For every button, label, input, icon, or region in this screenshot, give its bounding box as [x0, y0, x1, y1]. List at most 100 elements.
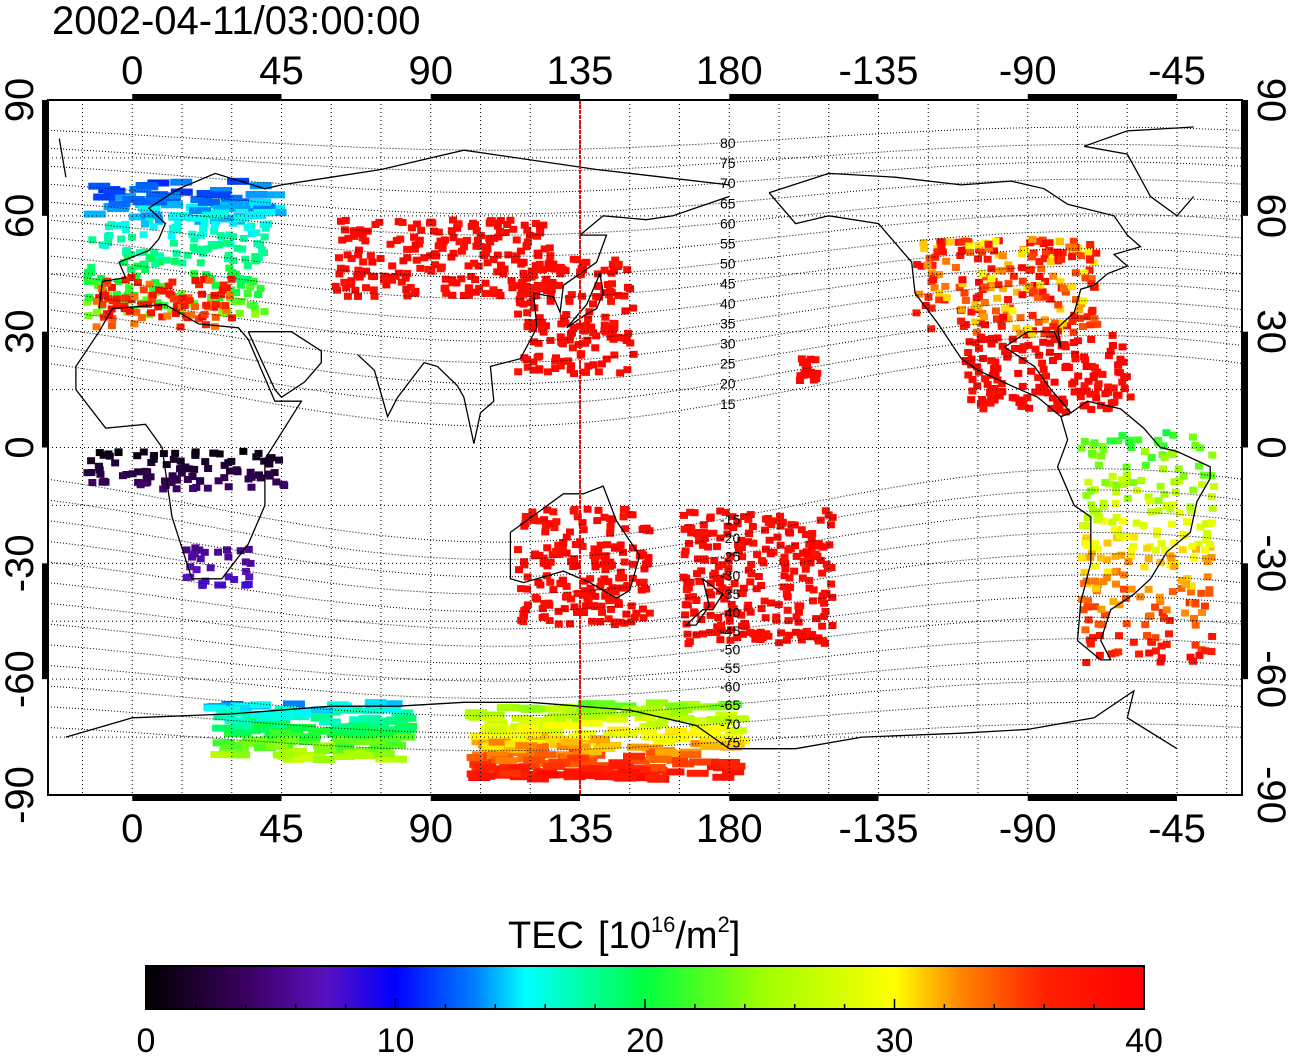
tec-cell — [1049, 254, 1058, 262]
tec-cell — [786, 583, 795, 591]
tec-cell — [1096, 401, 1105, 409]
tec-cell — [1031, 345, 1040, 353]
tec-cell — [476, 232, 485, 240]
tec-cell — [1016, 314, 1025, 322]
tec-cell — [609, 265, 618, 273]
tec-cell — [930, 272, 939, 280]
tec-cell — [1152, 531, 1161, 539]
tec-cell — [472, 227, 481, 235]
tec-cell — [783, 606, 792, 614]
tec-cell — [87, 457, 96, 465]
tec-cell — [555, 281, 564, 289]
tec-cell — [1130, 533, 1139, 541]
tec-cell — [340, 226, 349, 234]
tec-cell — [447, 253, 456, 261]
tec-cell — [574, 340, 583, 348]
tec-cell — [514, 566, 523, 574]
tec-cell — [1034, 294, 1043, 302]
tec-cell — [1124, 558, 1133, 566]
tec-cell — [684, 593, 693, 601]
tec-cell — [210, 751, 233, 759]
tec-cell — [121, 276, 130, 284]
tec-cell — [312, 755, 335, 763]
frame-bar-left — [42, 563, 48, 680]
tec-cell — [325, 726, 348, 734]
tec-cell — [707, 724, 730, 732]
tec-cell — [814, 635, 823, 643]
tec-cell — [979, 313, 988, 321]
tec-cell — [1040, 255, 1049, 263]
tec-cell — [580, 577, 589, 585]
tec-cell — [727, 600, 736, 608]
tec-cell — [326, 730, 349, 738]
tec-cell — [519, 269, 528, 277]
tec-cell — [199, 228, 208, 236]
tec-cell — [501, 229, 510, 237]
tec-cell — [177, 290, 186, 298]
mlat-label: 50 — [720, 255, 736, 271]
tec-cell — [987, 265, 996, 273]
tec-cell — [245, 573, 254, 581]
tec-cell — [518, 717, 541, 725]
tec-cell — [509, 225, 518, 233]
tec-cell — [515, 742, 538, 750]
tec-cell — [227, 286, 236, 294]
tec-cell — [616, 618, 625, 626]
mlat-contour — [47, 265, 1243, 321]
tec-cell — [498, 769, 521, 777]
tec-cell — [1082, 363, 1091, 371]
coastlines — [58, 126, 1211, 750]
tec-cell — [536, 229, 545, 237]
tec-cell — [1114, 648, 1123, 656]
tec-cell — [1126, 393, 1135, 401]
tec-cell — [161, 481, 170, 489]
tec-cell — [491, 732, 514, 740]
tec-cell — [662, 768, 685, 776]
tec-cell — [495, 757, 518, 765]
tec-cell — [627, 756, 650, 764]
tec-cell — [1090, 540, 1099, 548]
tec-cell — [1162, 606, 1171, 614]
tec-cell — [1117, 551, 1126, 559]
colorbar-label: 20 — [626, 1022, 664, 1057]
tec-cell — [507, 277, 516, 285]
tec-cell — [690, 509, 699, 517]
tec-cell — [516, 247, 525, 255]
tec-cell — [632, 609, 641, 617]
tec-cell — [593, 270, 602, 278]
tec-cell — [1157, 540, 1166, 548]
tec-cell — [343, 749, 366, 757]
tec-cell — [810, 552, 819, 560]
tec-cell — [723, 530, 732, 538]
tec-cell — [220, 741, 243, 749]
mlat-label: 70 — [720, 175, 736, 191]
tec-cell — [656, 735, 679, 743]
tec-cell — [1161, 546, 1170, 554]
tec-cell — [355, 273, 364, 281]
tec-cell — [254, 471, 263, 479]
tec-cell — [1187, 582, 1196, 590]
tec-cell — [195, 281, 204, 289]
tec-cell — [1091, 585, 1100, 593]
tec-cell — [568, 344, 577, 352]
tec-cell — [683, 601, 692, 609]
tec-cell — [1056, 305, 1065, 313]
lon-label-top: -90 — [999, 49, 1057, 93]
tec-cell — [573, 739, 596, 747]
tec-cell — [1144, 493, 1153, 501]
mlat-label: 80 — [720, 135, 736, 151]
tec-cell — [570, 603, 579, 611]
tec-cell — [664, 727, 687, 735]
tec-cell — [764, 632, 773, 640]
tec-cell — [630, 614, 639, 622]
tec-cell — [506, 216, 515, 224]
tec-cell — [569, 324, 578, 332]
tec-cell — [1080, 269, 1089, 277]
tec-cell — [1040, 316, 1049, 324]
tec-cell — [1081, 274, 1090, 282]
tec-cell — [589, 361, 598, 369]
tec-cell — [973, 363, 982, 371]
tec-cell — [493, 251, 502, 259]
tec-cell — [1016, 329, 1025, 337]
tec-cell — [239, 447, 248, 455]
